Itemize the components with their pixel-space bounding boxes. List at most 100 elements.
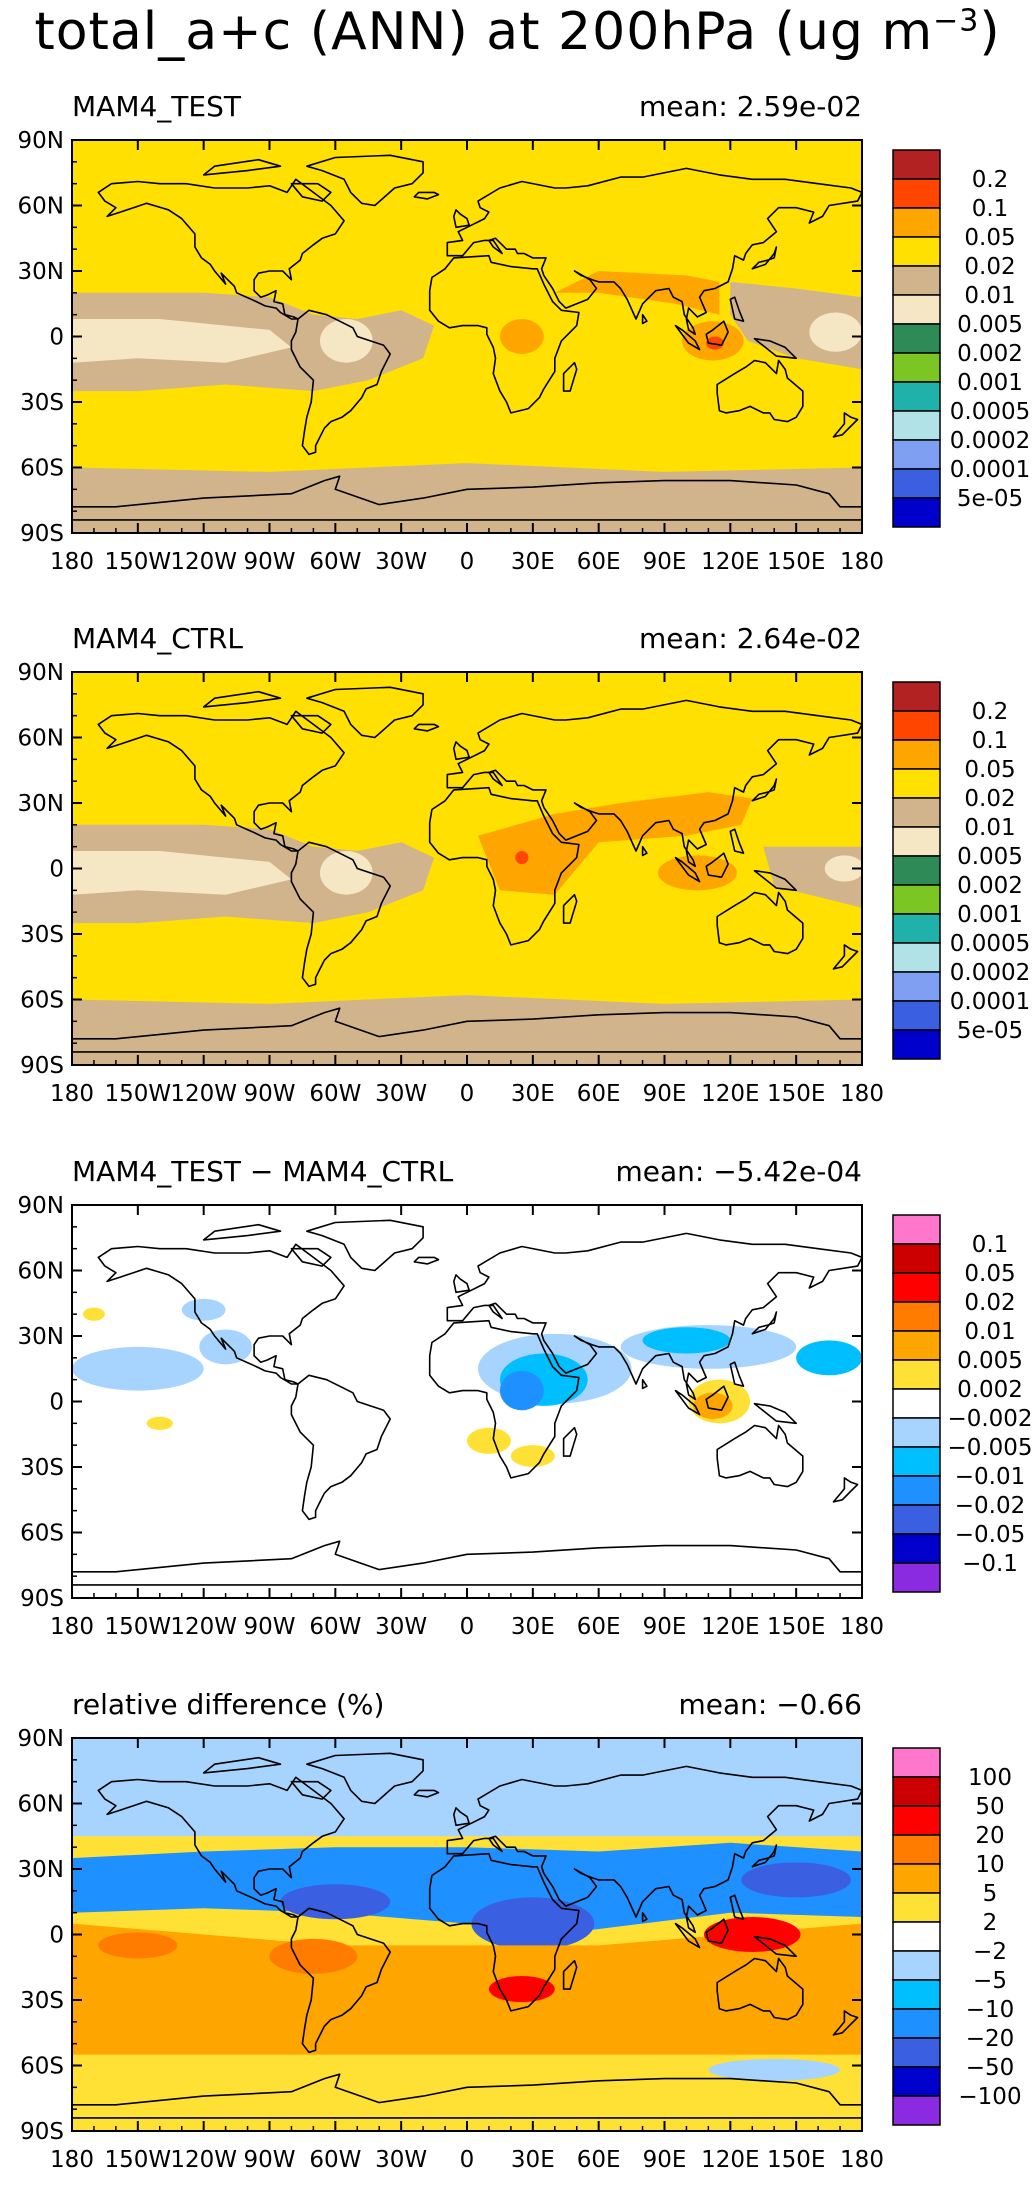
field-layer (72, 140, 862, 533)
colorbar-box (892, 410, 941, 441)
x-tick-label: 90E (643, 1081, 687, 1107)
x-tick-label: 120W (170, 2147, 237, 2173)
colorbar-label: 0.05 (964, 225, 1015, 251)
colorbar-box (892, 2037, 941, 2068)
field-region-neg-africa-core (499, 1370, 544, 1411)
colorbar-box (892, 1388, 941, 1419)
colorbar-label: −0.1 (962, 1551, 1018, 1577)
coast-baffin (290, 714, 332, 734)
colorbar-label: 0.0002 (950, 960, 1030, 986)
colorbar-box (892, 381, 941, 412)
coast-southAmerica (290, 1907, 392, 2054)
colorbar-label: 0.002 (957, 341, 1023, 367)
x-tick-label: 180 (50, 549, 94, 575)
x-tick-label: 90E (643, 2147, 687, 2173)
colorbar-label: 0.05 (964, 757, 1015, 783)
panel-title: MAM4_TEST (72, 90, 242, 123)
x-tick-label: 180 (840, 1081, 884, 1107)
coast-sriLanka (641, 1911, 648, 1923)
coast-africa (428, 1852, 580, 2012)
coast-borneo (705, 1385, 729, 1412)
colorbar-box (892, 439, 941, 470)
coast-japan (751, 778, 778, 802)
colorbar-box (892, 178, 941, 209)
x-tick-label: 60W (309, 549, 361, 575)
colorbar-label: 0.05 (964, 1261, 1015, 1287)
colorbar-box (892, 497, 941, 528)
x-tick-label: 0 (460, 1081, 475, 1107)
colorbar-box (892, 468, 941, 499)
colorbar-box (892, 1301, 941, 1332)
field-region-pos-maritime (704, 1917, 801, 1952)
x-tick-label: 120E (701, 1614, 759, 1640)
y-tick-label: 60N (18, 194, 64, 220)
colorbar-label: 0.005 (957, 312, 1023, 338)
coast-japan (751, 1844, 778, 1868)
coast-japan (751, 1311, 778, 1335)
colorbar-box (892, 1747, 941, 1778)
colorbar-label: 0.0005 (950, 399, 1030, 425)
colorbar-label: 0.001 (957, 370, 1023, 396)
colorbar-label: −0.002 (947, 1406, 1032, 1432)
coast-africa (428, 786, 580, 946)
y-tick-label: 30N (18, 1857, 64, 1883)
x-tick-label: 120W (170, 549, 237, 575)
field-region-red-africa (515, 851, 529, 865)
y-tick-label: 90N (18, 1193, 64, 1219)
coast-iceland (413, 1256, 440, 1265)
x-tick-label: 90W (243, 1614, 295, 1640)
colorbar-label: −20 (966, 2026, 1015, 2052)
x-tick-label: 180 (840, 549, 884, 575)
colorbar-box (892, 1921, 941, 1952)
colorbar-box (892, 1533, 941, 1564)
coast-africa (428, 1319, 580, 1479)
colorbar-box (892, 1979, 941, 2010)
colorbar-label: 0.002 (957, 1377, 1023, 1403)
x-tick-label: 150E (767, 2147, 825, 2173)
x-tick-label: 90E (643, 549, 687, 575)
coast-greenland (305, 1752, 424, 1805)
field-layer (72, 1738, 862, 2131)
y-tick-label: 30S (20, 922, 64, 948)
panel-title: relative difference (%) (72, 1688, 384, 1721)
coast-iceland (413, 1789, 440, 1798)
colorbar-box (892, 710, 941, 741)
colorbar-label: −0.005 (947, 1435, 1032, 1461)
x-tick-label: 30E (511, 2147, 555, 2173)
coast-japan (751, 246, 778, 270)
colorbar-box (892, 265, 941, 296)
colorbar-box (892, 1330, 941, 1361)
coast-britain (452, 1807, 471, 1827)
y-tick-label: 90N (18, 660, 64, 686)
coast-sumatra (674, 1389, 701, 1416)
field-region-red-maritime (706, 336, 724, 350)
x-tick-label: 30W (375, 1081, 427, 1107)
colorbar-label: 50 (975, 1794, 1004, 1820)
colorbar-label: 0.2 (972, 699, 1009, 725)
field-region-pos-cpac (98, 1932, 178, 1959)
colorbar-label: 0.002 (957, 873, 1023, 899)
panel-mam4-ctrl: MAM4_CTRL mean: 2.64e-02 180 150W 120W 90W 60W… (0, 590, 1035, 1130)
y-tick-label: 90S (20, 521, 64, 547)
coast-newguinea (753, 869, 798, 892)
field-region-neg-mexico (199, 1329, 252, 1365)
field-region-orange-asia (554, 271, 720, 315)
x-tick-label: 150W (105, 2147, 172, 2173)
coast-sumatra (674, 856, 701, 883)
coastlines (72, 1752, 862, 2119)
coast-baffin (290, 1780, 332, 1800)
coast-sriLanka (641, 845, 648, 857)
colorbar-label: −50 (966, 2055, 1015, 2081)
coast-philippines (729, 1361, 745, 1388)
field-region-tan-south (72, 995, 862, 1065)
colorbar-label: −5 (973, 1968, 1007, 1994)
colorbar-box (892, 2095, 941, 2126)
y-tick-label: 30N (18, 791, 64, 817)
coast-newzealand (832, 2010, 859, 2036)
colorbar-box (892, 1892, 941, 1923)
x-tick-label: 60E (577, 549, 621, 575)
field-region-pos-antarctic (72, 2065, 862, 2131)
x-tick-label: 150W (105, 549, 172, 575)
colorbar-label: 0.2 (972, 167, 1009, 193)
y-tick-label: 30S (20, 1455, 64, 1481)
